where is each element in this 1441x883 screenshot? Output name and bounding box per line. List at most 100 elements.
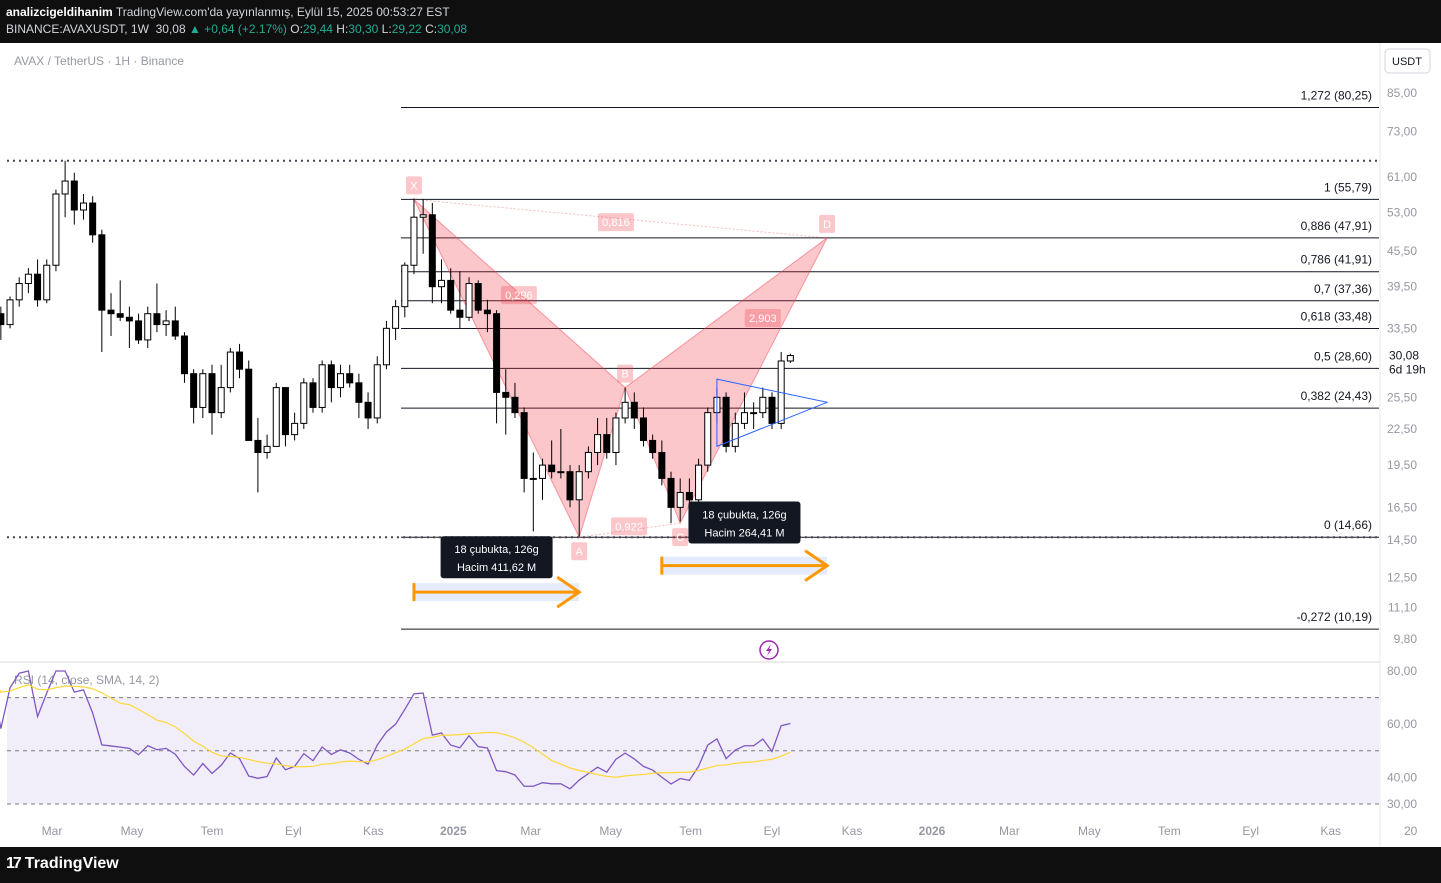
pattern-point-badge: [672, 528, 689, 547]
time-axis-tick: Eyl: [1242, 824, 1259, 838]
rsi-axis-tick: 40,00: [1387, 770, 1417, 784]
time-axis-tick: Mar: [520, 824, 541, 838]
pattern-ratio-badge: [597, 213, 634, 232]
time-axis-tick: Mar: [42, 824, 63, 838]
price-axis-tick: 11,10: [1388, 601, 1417, 615]
candle-up: [291, 422, 299, 436]
candle-up: [750, 412, 758, 415]
time-axis-tick: 20: [1404, 824, 1418, 838]
candle-up: [52, 193, 60, 266]
rsi-band-fill: [7, 697, 1379, 804]
candle-down: [456, 309, 464, 318]
candle-down: [116, 313, 124, 318]
candle-down: [107, 309, 115, 315]
candle-up: [15, 283, 23, 301]
date-range-tooltip-line1: 18 çubukta, 126g: [454, 544, 538, 556]
chart-canvas[interactable]: 1,272 (80,25) 1 (55,79) 0,886 (47,91) 0,786…: [0, 43, 1441, 847]
candle-up: [529, 477, 537, 480]
rsi-sma-line: [0, 684, 791, 778]
candle-down: [89, 202, 97, 236]
candle-down: [254, 439, 262, 453]
pattern-point-badge: [571, 542, 588, 561]
rsi-axis-tick: 30,00: [1387, 797, 1417, 811]
chart-area[interactable]: 1,272 (80,25) 1 (55,79) 0,886 (47,91) 0,786…: [0, 43, 1441, 847]
price-axis-tick: 12,50: [1387, 571, 1417, 585]
low-label: L:: [381, 22, 392, 36]
price-axis-tick: 14,50: [1387, 533, 1417, 547]
open-value: 29,44: [302, 22, 333, 36]
fib-level-label: 0 (14,66): [1324, 518, 1372, 532]
time-axis-tick: Tem: [1158, 824, 1181, 838]
candle-down: [447, 279, 455, 311]
pattern-point-label: B: [621, 369, 628, 381]
time-axis-tick: May: [599, 824, 622, 838]
candle-up: [79, 202, 87, 211]
candle-down: [245, 368, 253, 441]
candle-up: [465, 283, 473, 318]
candle-up: [731, 422, 739, 447]
pattern-ratio-badge: [611, 517, 648, 536]
candle-down: [125, 316, 133, 322]
candle-down: [34, 273, 42, 301]
bar-countdown-label: 6d 19h: [1389, 363, 1426, 377]
candle-up: [272, 387, 280, 447]
candle-up: [594, 434, 602, 453]
candle-down: [171, 320, 179, 337]
candle-up: [217, 387, 225, 414]
open-label: O:: [290, 22, 303, 36]
candle-up: [438, 279, 446, 288]
date-range-tooltip-line1: 18 çubukta, 126g: [702, 510, 786, 522]
time-axis-tick: Kas: [1320, 824, 1341, 838]
current-price-label: 30,08: [1389, 349, 1419, 363]
candle-down: [135, 320, 143, 341]
candle-up: [263, 445, 271, 453]
time-axis-tick: Eyl: [764, 824, 781, 838]
candle-up: [612, 417, 620, 453]
lightning-event-icon[interactable]: [759, 640, 779, 660]
candle-down: [364, 401, 372, 419]
price-axis-tick: 53,00: [1387, 205, 1417, 219]
time-axis-tick: Eyl: [285, 824, 302, 838]
pattern-point-badge: [819, 214, 836, 233]
candle-down: [208, 373, 216, 414]
candle-up: [695, 464, 703, 501]
candle-down: [603, 434, 611, 453]
author-name[interactable]: analizcigeldihanim: [6, 5, 113, 19]
price-axis-tick: 39,50: [1387, 280, 1417, 294]
candle-down: [428, 214, 436, 288]
fib-level-label: 1,272 (80,25): [1301, 89, 1372, 103]
candle-up: [300, 382, 308, 424]
ohlc-line: BINANCE:AVAXUSDT, 1W 30,08 ▲ +0,64 (+2.1…: [6, 22, 467, 36]
candle-up: [676, 491, 684, 508]
fib-level-label: 1 (55,79): [1324, 180, 1372, 194]
price-axis-tick: 9,80: [1394, 632, 1418, 646]
candle-down: [98, 234, 106, 311]
pattern-ratio-label: 0,922: [615, 521, 643, 533]
lightning-bolt-glyph: [766, 644, 772, 656]
candle-up: [557, 471, 565, 474]
candle-down: [483, 309, 491, 315]
rsi-axis-tick: 60,00: [1387, 717, 1417, 731]
candle-up: [226, 351, 234, 389]
candle-up: [61, 180, 69, 195]
pattern-point-badge: [405, 176, 422, 195]
candle-down: [520, 412, 528, 479]
candle-up: [382, 327, 390, 366]
close-value: 30,08: [437, 22, 468, 36]
candle-down: [511, 396, 519, 414]
candle-up: [759, 396, 767, 414]
tradingview-logo[interactable]: 17 TradingView: [6, 855, 119, 872]
candle-up: [786, 355, 794, 362]
price-axis-tick: 73,00: [1387, 124, 1417, 138]
price-axis-tick: 22,50: [1387, 422, 1417, 436]
low-value: 29,22: [391, 22, 422, 36]
currency-button[interactable]: USDT: [1384, 48, 1431, 74]
candle-down: [685, 491, 693, 501]
candle-up: [6, 299, 14, 326]
candle-up: [410, 216, 418, 266]
time-axis-tick: Tem: [201, 824, 224, 838]
symbol-label: BINANCE:AVAXUSDT, 1W: [6, 22, 149, 36]
pattern-point-label: A: [576, 546, 584, 558]
fib-level-label: -0,272 (10,19): [1297, 610, 1372, 624]
candle-down: [309, 382, 317, 408]
